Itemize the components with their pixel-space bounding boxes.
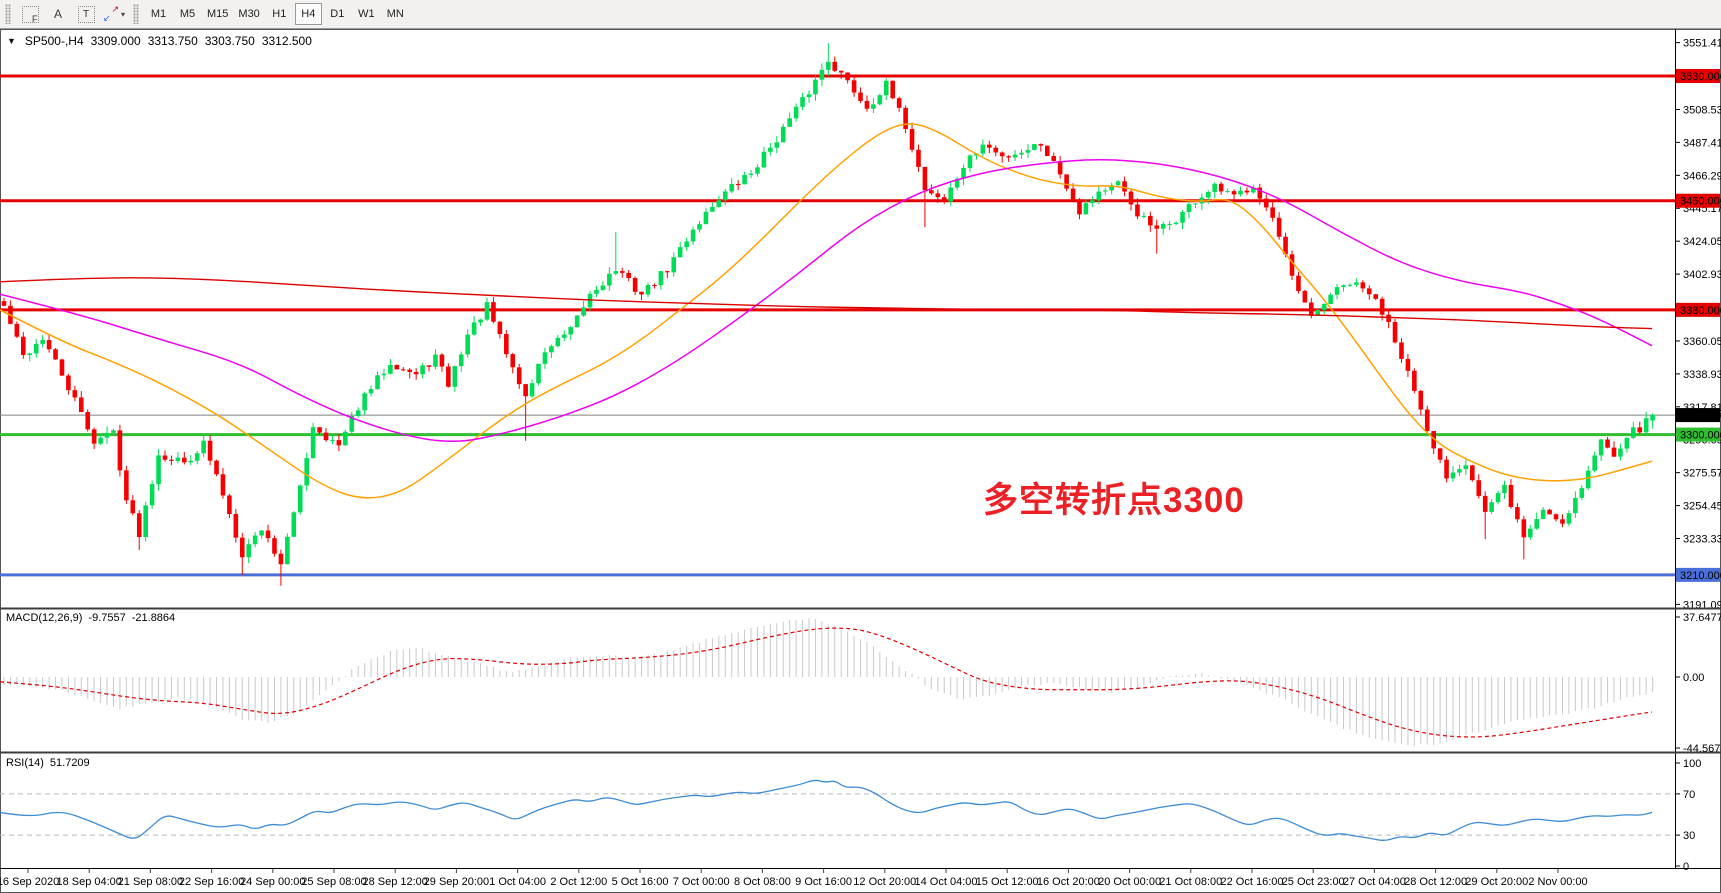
svg-text:3338.930: 3338.930 bbox=[1683, 369, 1721, 381]
timeframe-button-m30[interactable]: M30 bbox=[234, 3, 263, 25]
text-box-icon: T bbox=[77, 5, 95, 23]
svg-text:-44.5673: -44.5673 bbox=[1683, 743, 1721, 755]
timeframe-button-m1[interactable]: M1 bbox=[145, 3, 172, 25]
svg-text:3312.500: 3312.500 bbox=[1680, 410, 1721, 422]
chart-text-annotation[interactable]: 多空转折点3300 bbox=[983, 481, 1245, 520]
timeframe-button-mn[interactable]: MN bbox=[382, 3, 409, 25]
svg-text:3424.050: 3424.050 bbox=[1683, 236, 1721, 248]
ohlc-close: 3312.500 bbox=[261, 34, 312, 48]
svg-text:14 Oct 04:00: 14 Oct 04:00 bbox=[915, 876, 978, 888]
svg-text:3508.530: 3508.530 bbox=[1683, 104, 1721, 116]
svg-text:2 Nov 00:00: 2 Nov 00:00 bbox=[1528, 876, 1587, 888]
f-tool-button[interactable]: F bbox=[17, 1, 43, 27]
ohlc-open: 3309.000 bbox=[90, 34, 141, 48]
dropdown-caret-icon[interactable]: ▾ bbox=[120, 9, 125, 19]
svg-text:30: 30 bbox=[1683, 830, 1695, 842]
candlesticks bbox=[1, 43, 1655, 586]
svg-text:3300.000: 3300.000 bbox=[1680, 430, 1721, 442]
svg-text:3530.000: 3530.000 bbox=[1680, 71, 1721, 83]
svg-text:3210.000: 3210.000 bbox=[1680, 570, 1721, 582]
ma-fast-line bbox=[0, 123, 1653, 499]
letter-a-icon: A bbox=[53, 7, 62, 21]
svg-text:3191.090: 3191.090 bbox=[1683, 599, 1721, 611]
svg-text:3551.410: 3551.410 bbox=[1683, 38, 1721, 50]
timeframe-button-d1[interactable]: D1 bbox=[324, 3, 351, 25]
svg-text:0.00: 0.00 bbox=[1683, 672, 1704, 684]
ma-mid-line bbox=[0, 159, 1653, 442]
price-axis: 3551.4103508.5303487.4103466.2903445.170… bbox=[1675, 29, 1721, 868]
rsi-indicator-label: RSI(14) 51.7209 bbox=[6, 757, 90, 769]
text-tool-button[interactable]: T bbox=[73, 1, 99, 27]
svg-text:21 Oct 08:00: 21 Oct 08:00 bbox=[1159, 876, 1222, 888]
svg-text:7 Oct 00:00: 7 Oct 00:00 bbox=[673, 876, 730, 888]
svg-text:29 Sep 20:00: 29 Sep 20:00 bbox=[424, 876, 489, 888]
svg-text:3275.570: 3275.570 bbox=[1683, 468, 1721, 480]
svg-text:0: 0 bbox=[1683, 861, 1689, 873]
toolbar-grip-2[interactable] bbox=[133, 4, 139, 24]
timeframe-button-m5[interactable]: M5 bbox=[174, 3, 201, 25]
svg-text:8 Oct 08:00: 8 Oct 08:00 bbox=[734, 876, 791, 888]
svg-text:27 Oct 04:00: 27 Oct 04:00 bbox=[1343, 876, 1406, 888]
svg-text:20 Oct 00:00: 20 Oct 00:00 bbox=[1098, 876, 1161, 888]
svg-text:3254.450: 3254.450 bbox=[1683, 501, 1721, 513]
svg-text:28 Sep 12:00: 28 Sep 12:00 bbox=[362, 876, 427, 888]
svg-text:3380.000: 3380.000 bbox=[1680, 305, 1721, 317]
svg-text:3360.050: 3360.050 bbox=[1683, 336, 1721, 348]
svg-text:1 Oct 04:00: 1 Oct 04:00 bbox=[489, 876, 546, 888]
rsi-pane: 100 70 30 0 bbox=[0, 758, 1701, 873]
chart-symbol: SP500-,H4 bbox=[24, 34, 84, 48]
svg-text:22 Oct 16:00: 22 Oct 16:00 bbox=[1221, 876, 1284, 888]
svg-text:29 Oct 20:00: 29 Oct 20:00 bbox=[1465, 876, 1528, 888]
svg-text:3233.330: 3233.330 bbox=[1683, 534, 1721, 546]
svg-text:3466.290: 3466.290 bbox=[1683, 170, 1721, 182]
collapse-arrow-icon[interactable]: ▼ bbox=[7, 36, 16, 46]
svg-text:5 Oct 16:00: 5 Oct 16:00 bbox=[612, 876, 669, 888]
horizontal-level-lines bbox=[0, 74, 1675, 577]
chart-frame bbox=[0, 29, 1721, 893]
ohlc-high: 3313.750 bbox=[147, 34, 198, 48]
svg-text:28 Oct 12:00: 28 Oct 12:00 bbox=[1404, 876, 1467, 888]
svg-text:16 Sep 2020: 16 Sep 2020 bbox=[0, 876, 59, 888]
svg-text:16 Oct 20:00: 16 Oct 20:00 bbox=[1037, 876, 1100, 888]
svg-text:3487.410: 3487.410 bbox=[1683, 137, 1721, 149]
toolbar: F A T ↗ ↙ ▾ M1 M5 M15 M30 H1 H4 D1 W1 MN bbox=[0, 0, 1721, 29]
svg-text:9 Oct 16:00: 9 Oct 16:00 bbox=[795, 876, 852, 888]
svg-text:3402.930: 3402.930 bbox=[1683, 269, 1721, 281]
macd-indicator-label: MACD(12,26,9) -9.7557 -21.8864 bbox=[6, 612, 176, 624]
macd-pane: 37.6477 0.00 -44.5673 bbox=[0, 612, 1721, 755]
svg-text:25 Sep 08:00: 25 Sep 08:00 bbox=[301, 876, 366, 888]
dotted-f-icon: F bbox=[21, 5, 39, 24]
svg-text:22 Sep 16:00: 22 Sep 16:00 bbox=[179, 876, 244, 888]
price-badges: 3530.000 3450.000 3380.000 3300.000 3210.000… bbox=[1676, 69, 1721, 582]
ma-slow-line bbox=[0, 277, 1653, 330]
svg-text:2 Oct 12:00: 2 Oct 12:00 bbox=[550, 876, 607, 888]
timeframe-button-m15[interactable]: M15 bbox=[203, 3, 232, 25]
svg-text:21 Sep 08:00: 21 Sep 08:00 bbox=[118, 876, 183, 888]
chart-title: ▼ SP500-,H4 3309.000 3313.750 3303.750 3… bbox=[7, 34, 312, 48]
svg-text:100: 100 bbox=[1683, 758, 1701, 770]
svg-text:70: 70 bbox=[1683, 789, 1695, 801]
svg-text:18 Sep 04:00: 18 Sep 04:00 bbox=[56, 876, 121, 888]
svg-text:37.6477: 37.6477 bbox=[1683, 612, 1721, 624]
arrows-tool-button[interactable]: ↗ ↙ ▾ bbox=[101, 1, 127, 27]
svg-text:25 Oct 23:00: 25 Oct 23:00 bbox=[1282, 876, 1345, 888]
diagonal-arrows-icon: ↗ ↙ bbox=[102, 4, 119, 23]
svg-text:24 Sep 00:00: 24 Sep 00:00 bbox=[240, 876, 305, 888]
svg-text:15 Oct 12:00: 15 Oct 12:00 bbox=[976, 876, 1039, 888]
toolbar-grip[interactable] bbox=[5, 4, 11, 24]
svg-text:12 Oct 20:00: 12 Oct 20:00 bbox=[853, 876, 916, 888]
timeframe-button-h4[interactable]: H4 bbox=[294, 3, 322, 25]
timeframe-button-w1[interactable]: W1 bbox=[353, 3, 380, 25]
ohlc-low: 3303.750 bbox=[204, 34, 255, 48]
a-tool-button[interactable]: A bbox=[45, 1, 71, 27]
timeframe-button-h1[interactable]: H1 bbox=[266, 3, 293, 25]
svg-text:3450.000: 3450.000 bbox=[1680, 196, 1721, 208]
